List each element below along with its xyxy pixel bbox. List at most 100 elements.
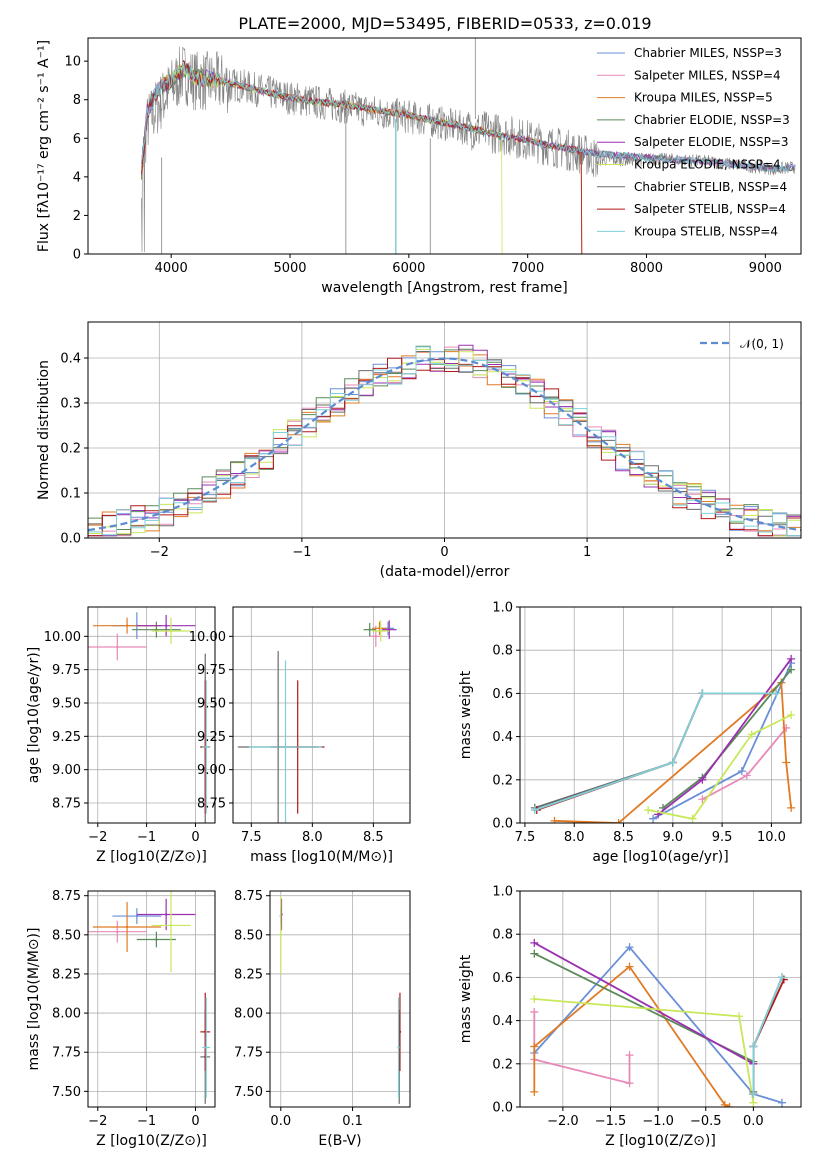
weight-marker [787, 665, 796, 674]
weight-marker [625, 943, 634, 952]
x-axis-label: (data-model)/error [380, 564, 510, 580]
legend-label: Salpeter MILES, NSSP=4 [634, 68, 781, 82]
weight-line [533, 945, 783, 1104]
x-tick-label: −0.5 [690, 1114, 722, 1129]
y-axis-label: Normed distribution [36, 360, 52, 500]
axes-frame [519, 606, 802, 824]
y-tick-label: 8.00 [234, 1007, 263, 1022]
y-tick-label: 0.6 [492, 971, 513, 986]
data-point [155, 628, 158, 631]
weight-marker [530, 1042, 539, 1051]
model-spectrum [141, 62, 796, 173]
plot-area [520, 607, 801, 823]
y-tick-label: 9.00 [52, 763, 81, 778]
x-tick-label: 4000 [155, 261, 188, 276]
y-tick-label: 0.8 [492, 928, 513, 943]
y-tick-label: 6 [73, 132, 81, 147]
y-tick-label: 8.50 [234, 928, 263, 943]
normal-curve [88, 357, 801, 532]
legend-label: Kroupa MILES, NSSP=5 [634, 91, 773, 105]
y-tick-label: 0.4 [492, 1014, 513, 1029]
x-tick-label: 7.5 [241, 830, 262, 845]
plot-area [88, 322, 801, 538]
y-tick-label: 0.0 [492, 1101, 513, 1116]
x-tick-label: 0 [191, 1114, 199, 1129]
x-tick-label: −1.0 [642, 1114, 674, 1129]
legend-label: Salpeter ELODIE, NSSP=3 [634, 135, 789, 149]
legend-label: Kroupa STELIB, NSSP=4 [634, 224, 778, 238]
plot-area [88, 891, 215, 1107]
y-tick-label: 0.3 [60, 397, 81, 412]
weight-marker [749, 1042, 758, 1051]
weight-line [534, 692, 777, 811]
weight-marker [720, 1100, 729, 1107]
weight-marker [749, 1098, 758, 1107]
weight-marker [649, 814, 658, 823]
x-tick-label: 10.0 [757, 830, 786, 845]
x-tick-label: 2 [726, 545, 734, 560]
y-tick-label: 8.25 [234, 967, 263, 982]
panel-weight_vs_age: 7.5 8.0 8.5 9.0 9.5 10.0 0.0 0.2 0.4 0.6 0.8 1.0 age… [458, 601, 802, 865]
panel-age_vs_Z: −2 −1 0 8.75 9.00 9.25 9.50 9.75 10.00 Z [log10(Z… [26, 606, 216, 865]
x-tick-label: −2.0 [547, 1114, 579, 1129]
weight-line [533, 1012, 631, 1085]
y-tick-label: 0.2 [492, 1057, 513, 1072]
x-axis-label: Z [log10(Z/Z⊙)] [605, 1133, 716, 1149]
x-tick-label: 0.0 [743, 1114, 764, 1129]
x-tick-label: −2 [88, 1114, 107, 1129]
x-axis-label: Z [log10(Z/Z⊙)] [96, 849, 207, 865]
data-point [374, 635, 378, 638]
data-point [164, 624, 168, 627]
y-tick-label: 9.75 [197, 663, 226, 678]
weight-marker [698, 689, 707, 698]
x-tick-label: −1 [137, 1114, 156, 1129]
weight-marker [530, 995, 539, 1003]
weight-marker [530, 1007, 539, 1016]
y-tick-label: 8.75 [234, 889, 263, 904]
plot-area [141, 38, 796, 254]
weight-marker [625, 1079, 634, 1088]
x-tick-label: 6000 [392, 261, 425, 276]
panel-spectrum: 4000 5000 6000 7000 8000 9000 0 2 4 6 8 10 wavelengt… [36, 37, 802, 296]
x-tick-label: 9000 [749, 261, 782, 276]
legend-label: Kroupa ELODIE, NSSP=4 [634, 158, 781, 172]
weight-marker [747, 730, 756, 739]
y-axis-label: mass weight [458, 954, 474, 1043]
weight-marker [625, 1051, 634, 1060]
data-point [169, 924, 173, 927]
weight-marker [530, 938, 539, 947]
panel-mass_vs_ebv: 0.0 0.1 7.50 7.75 8.00 8.25 8.50 8.75 E(B-V) [234, 889, 411, 1149]
weight-marker [530, 949, 539, 958]
y-tick-label: 0.4 [492, 730, 513, 745]
y-tick-label: 8 [73, 93, 81, 108]
y-tick-label: 0.2 [60, 442, 81, 457]
weight-marker [737, 767, 746, 776]
data-point [398, 1030, 402, 1034]
weight-marker [787, 711, 796, 719]
data-point [135, 914, 139, 918]
weight-marker [698, 775, 707, 784]
y-tick-label: 0.6 [492, 687, 513, 702]
weight-line [533, 965, 730, 1107]
data-point [205, 745, 208, 749]
x-tick-label: 0.0 [270, 1114, 291, 1129]
x-tick-label: 8.0 [302, 830, 323, 845]
weight-marker [749, 1090, 758, 1099]
legend-label: Chabrier MILES, NSSP=3 [634, 46, 782, 60]
y-tick-label: 7.75 [52, 1046, 81, 1061]
data-point [169, 629, 173, 633]
y-axis-label: age [log10(age/yr)] [26, 647, 42, 783]
chart-title: PLATE=2000, MJD=53495, FIBERID=0533, z=0… [238, 14, 651, 33]
axes-frame [269, 890, 411, 1108]
axes-frame [87, 37, 802, 255]
axes-frame [87, 606, 216, 824]
weight-marker [787, 803, 796, 812]
y-tick-label: 10.00 [189, 630, 226, 645]
data-point [279, 933, 282, 937]
y-tick-label: 0.8 [492, 644, 513, 659]
y-tick-label: 8.50 [52, 928, 81, 943]
weight-marker [772, 689, 781, 698]
y-tick-label: 0.1 [60, 487, 81, 502]
plot-area [233, 607, 410, 823]
